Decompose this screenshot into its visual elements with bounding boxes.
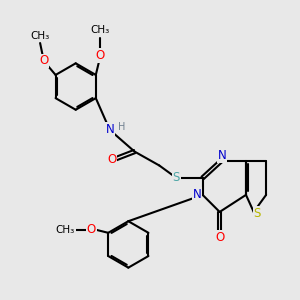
Text: CH₃: CH₃ — [31, 31, 50, 40]
Text: O: O — [87, 223, 96, 236]
Text: CH₃: CH₃ — [90, 25, 109, 35]
Text: H: H — [118, 122, 125, 132]
Text: O: O — [107, 153, 116, 166]
Text: O: O — [39, 55, 48, 68]
Text: CH₃: CH₃ — [56, 225, 75, 235]
Text: N: N — [218, 149, 226, 162]
Text: S: S — [172, 171, 180, 184]
Text: S: S — [254, 207, 261, 220]
Text: N: N — [105, 123, 114, 136]
Text: O: O — [215, 231, 224, 244]
Text: N: N — [193, 188, 201, 201]
Text: O: O — [95, 49, 104, 62]
